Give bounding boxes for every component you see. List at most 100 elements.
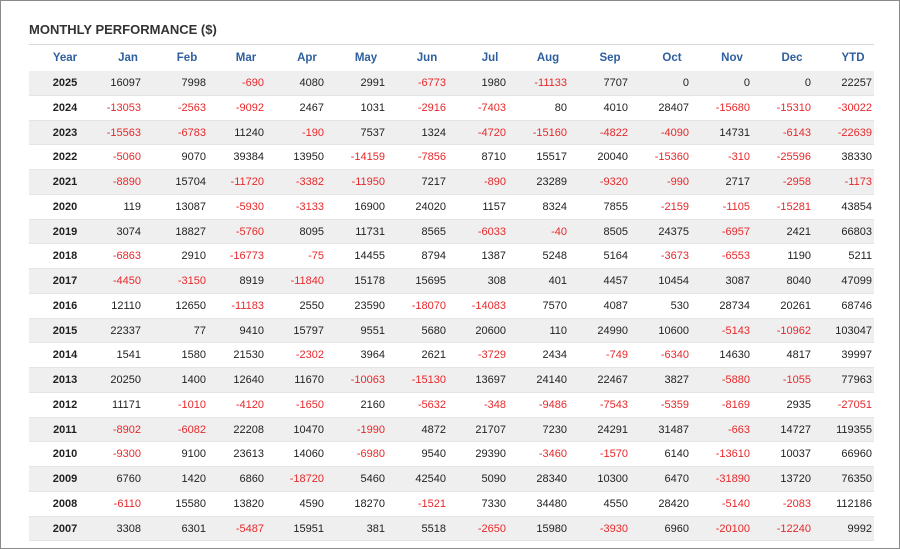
value-cell: 2717 xyxy=(725,176,750,188)
value-cell: -13053 xyxy=(106,101,141,114)
value-cell: 1157 xyxy=(482,200,506,213)
value-cell: 28734 xyxy=(719,299,750,312)
value-cell: -310 xyxy=(727,151,750,164)
value-cell: -2159 xyxy=(660,200,689,213)
value-cell: -6957 xyxy=(721,225,750,238)
value-cell: -2302 xyxy=(295,349,324,362)
value-cell: -1173 xyxy=(844,176,872,188)
value-cell: 5518 xyxy=(421,522,446,535)
value-cell: -190 xyxy=(301,126,324,139)
value-cell: 7330 xyxy=(481,497,506,510)
value-cell: 15951 xyxy=(293,522,324,535)
value-cell: 381 xyxy=(366,522,385,535)
value-cell: -11183 xyxy=(231,299,264,312)
value-cell: -1055 xyxy=(782,374,811,386)
value-cell: 7537 xyxy=(360,126,385,139)
value-cell: 9551 xyxy=(360,324,385,337)
value-cell: -2563 xyxy=(177,101,206,114)
value-cell: 23289 xyxy=(536,176,567,188)
value-cell: 308 xyxy=(487,275,506,287)
value-cell: 38330 xyxy=(841,151,872,164)
column-header: Oct xyxy=(662,52,682,64)
value-cell: 15797 xyxy=(293,324,324,337)
value-cell: 28420 xyxy=(658,497,689,510)
value-cell: 1541 xyxy=(116,349,141,362)
value-cell: -1521 xyxy=(417,497,446,510)
value-cell: -7543 xyxy=(599,398,628,411)
value-cell: 9540 xyxy=(421,448,446,461)
value-cell: 11171 xyxy=(112,398,141,411)
row-background xyxy=(29,194,874,220)
value-cell: -15310 xyxy=(776,101,811,114)
value-cell: 77 xyxy=(193,324,206,337)
value-cell: -9320 xyxy=(599,176,628,188)
value-cell: 8710 xyxy=(481,151,506,164)
value-cell: -6773 xyxy=(417,77,446,89)
row-background xyxy=(29,145,874,170)
value-cell: -11133 xyxy=(534,77,567,89)
value-cell: -2916 xyxy=(417,101,446,114)
year-cell: 2007 xyxy=(52,522,78,535)
value-cell: 8324 xyxy=(542,200,567,213)
value-cell: 6140 xyxy=(664,448,689,461)
value-cell: 28407 xyxy=(658,101,689,114)
value-cell: -6340 xyxy=(660,349,689,362)
value-cell: 20250 xyxy=(110,374,141,386)
value-cell: -30022 xyxy=(837,101,872,114)
value-cell: -1650 xyxy=(295,398,324,411)
value-cell: 14727 xyxy=(780,423,811,436)
value-cell: -15680 xyxy=(715,101,750,114)
value-cell: -6082 xyxy=(177,423,206,436)
value-cell: 8505 xyxy=(603,225,628,238)
value-cell: 11731 xyxy=(355,225,385,238)
value-cell: -31890 xyxy=(715,473,750,485)
year-cell: 2023 xyxy=(52,126,78,139)
year-cell: 2017 xyxy=(52,275,78,287)
value-cell: -14083 xyxy=(471,299,506,312)
value-cell: 22467 xyxy=(597,374,628,386)
value-cell: -6110 xyxy=(113,497,141,510)
value-cell: 6470 xyxy=(664,473,689,485)
value-cell: -15360 xyxy=(654,151,689,164)
value-cell: 15517 xyxy=(536,151,567,164)
value-cell: 119355 xyxy=(836,423,872,436)
value-cell: 4087 xyxy=(603,299,628,312)
value-cell: 66803 xyxy=(841,225,872,238)
value-cell: 5248 xyxy=(542,250,567,263)
value-cell: 4457 xyxy=(603,275,628,287)
value-cell: 2421 xyxy=(786,225,811,238)
value-cell: -1570 xyxy=(599,448,628,461)
value-cell: 7998 xyxy=(181,77,206,89)
value-cell: 9070 xyxy=(181,151,206,164)
value-cell: 6760 xyxy=(116,473,141,485)
value-cell: 29390 xyxy=(475,448,506,461)
year-cell: 2014 xyxy=(52,349,78,362)
value-cell: -348 xyxy=(483,398,506,411)
value-cell: 14060 xyxy=(293,448,324,461)
row-background xyxy=(29,417,874,443)
value-cell: 5164 xyxy=(603,250,628,263)
value-cell: -12240 xyxy=(776,522,811,535)
value-cell: 47099 xyxy=(841,275,872,287)
row-background xyxy=(29,516,874,542)
year-cell: 2022 xyxy=(52,151,78,164)
year-cell: 2012 xyxy=(52,398,78,411)
value-cell: 24140 xyxy=(536,374,567,386)
value-cell: -75 xyxy=(308,250,324,263)
value-cell: 23590 xyxy=(354,299,385,312)
value-cell: 24020 xyxy=(415,200,446,213)
row-background xyxy=(29,467,874,492)
value-cell: 1400 xyxy=(181,374,206,386)
value-cell: 14630 xyxy=(719,349,750,362)
value-cell: -15281 xyxy=(776,200,811,213)
value-cell: 13820 xyxy=(233,497,264,510)
column-header: Apr xyxy=(297,52,317,64)
value-cell: 10300 xyxy=(597,473,628,485)
value-cell: 12650 xyxy=(175,299,206,312)
value-cell: 16097 xyxy=(110,77,141,89)
value-cell: 4817 xyxy=(786,349,811,362)
value-cell: -13610 xyxy=(715,448,750,461)
value-cell: -22639 xyxy=(837,126,872,139)
value-cell: -5143 xyxy=(721,324,750,337)
